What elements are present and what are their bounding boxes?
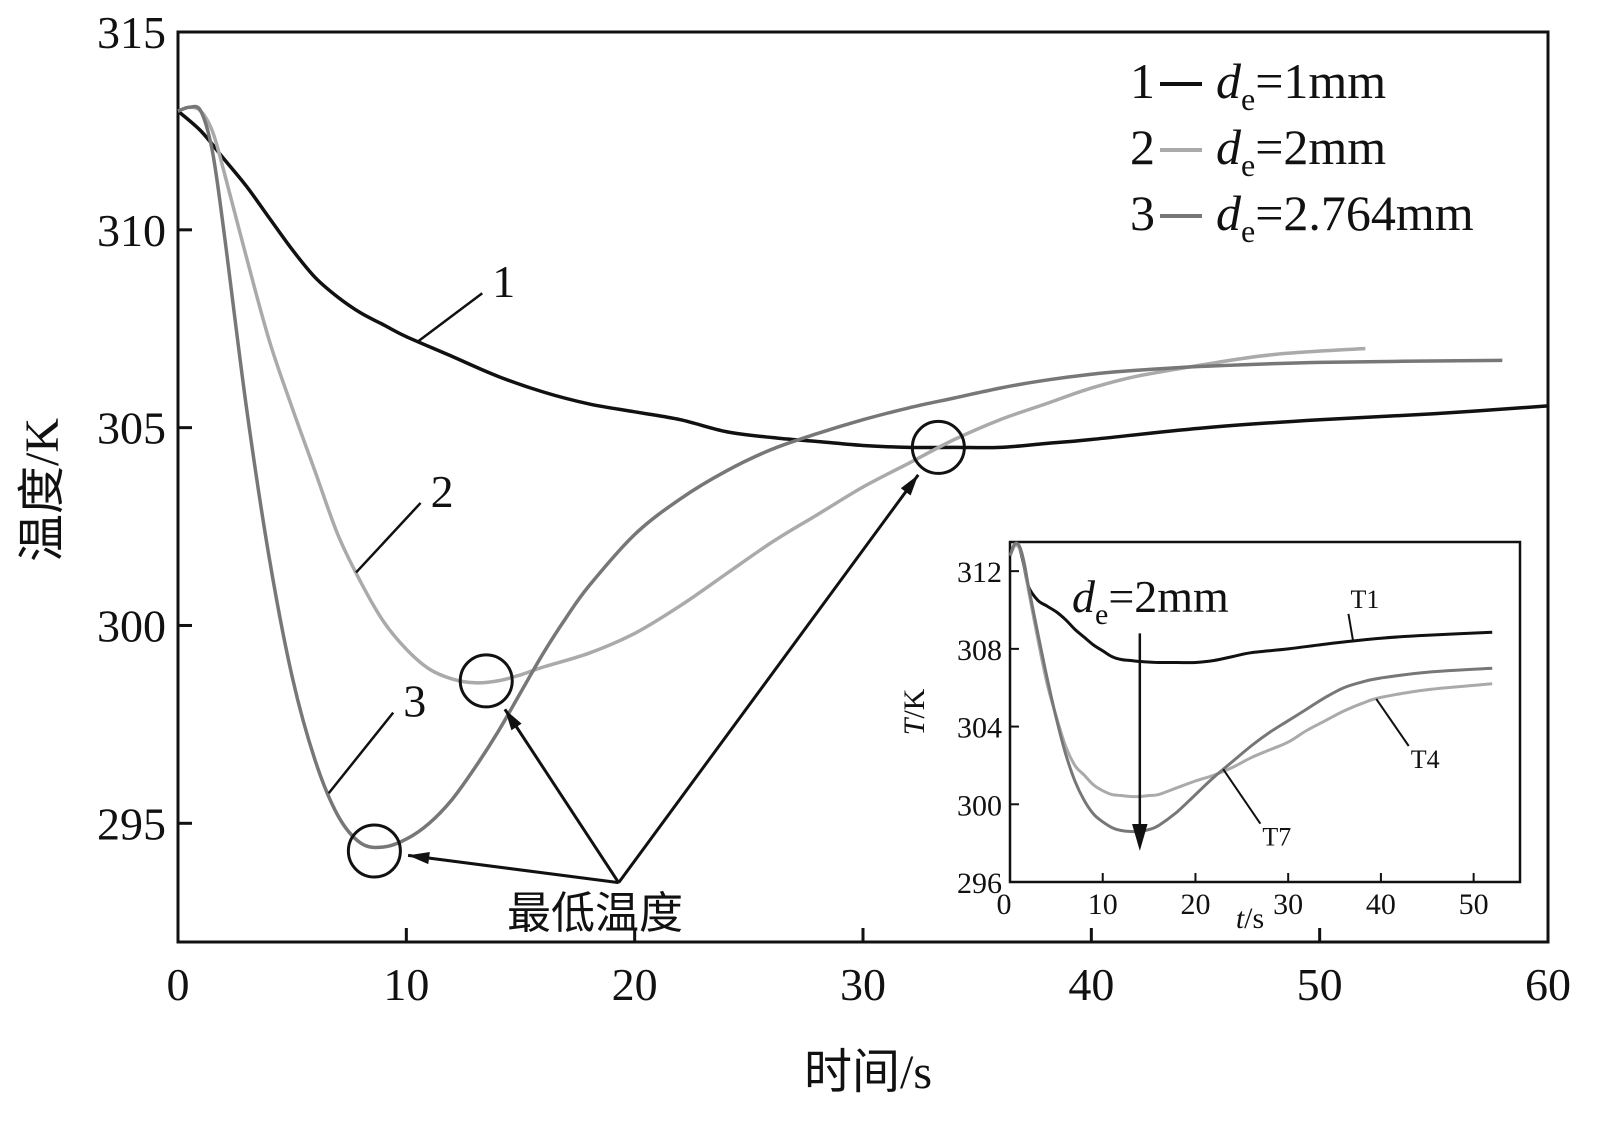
legend-label: de=2mm <box>1216 119 1386 183</box>
min-temp-arrow <box>407 853 619 885</box>
legend-item-2: 2 de=2mm <box>1130 119 1386 183</box>
min-temp-marker-1 <box>910 419 966 475</box>
inset-note-var: d <box>1072 571 1096 622</box>
inset-note: de=2mm <box>1072 571 1229 631</box>
inset-note-value: =2mm <box>1108 571 1229 622</box>
inset-curve-label-leader <box>1375 698 1410 747</box>
y-tick-label: 315 <box>97 7 166 58</box>
curve-label-leader <box>327 711 395 795</box>
inset-y-tick-label: 308 <box>957 634 1002 667</box>
inset-y-var: T <box>898 716 931 735</box>
inset-x-tick-label: 30 <box>1273 888 1303 921</box>
x-tick-label: 60 <box>1525 959 1571 1010</box>
inset-x-tick-label: 10 <box>1088 888 1118 921</box>
series-line-2 <box>177 105 1366 685</box>
min-temp-marker-2 <box>458 653 514 709</box>
x-tick-label: 40 <box>1068 959 1114 1010</box>
main-annotations: 1 2 3 <box>327 256 966 885</box>
inset-x-unit: /s <box>1244 902 1264 935</box>
legend-item-1: 1 de=1mm <box>1130 53 1386 117</box>
inset-x-tick-label: 50 <box>1459 888 1489 921</box>
legend-sub: e <box>1241 81 1255 117</box>
inset-x-var: t <box>1236 902 1245 935</box>
legend-number: 1 <box>1130 53 1155 109</box>
inset-series-line-T1 <box>1008 543 1493 665</box>
legend-value: =1mm <box>1255 53 1386 109</box>
inset-curve-label-T4: T4 <box>1411 745 1440 774</box>
x-tick-label: 10 <box>383 959 429 1010</box>
inset-note-sub: e <box>1095 598 1108 631</box>
legend-var: d <box>1216 119 1242 175</box>
x-tick-label: 50 <box>1297 959 1343 1010</box>
x-tick-label: 30 <box>840 959 886 1010</box>
curve-label-3: 3 <box>403 676 426 727</box>
min-temp-marker-3 <box>346 823 402 879</box>
series-line-3 <box>177 104 1503 850</box>
inset-y-tick-label: 312 <box>957 556 1002 589</box>
legend-sub: e <box>1241 213 1255 249</box>
min-temp-arrow <box>503 708 620 884</box>
inset-y-axis-title: T/K <box>898 688 931 735</box>
inset-curve-label-leader <box>1347 613 1355 642</box>
inset-annotations: T1 T4 T7 <box>1132 585 1440 852</box>
legend-var: d <box>1216 185 1242 241</box>
legend-var: d <box>1216 53 1242 109</box>
x-tick-label: 20 <box>612 959 658 1010</box>
legend-value: =2mm <box>1255 119 1386 175</box>
inset-plot-frame <box>1008 540 1522 884</box>
inset-y-tick-label: 304 <box>957 712 1002 745</box>
inset-axis-ticks: 0 10 20 30 40 50 296 300 304 308 312 <box>957 556 1489 921</box>
min-temp-arrow <box>617 473 920 884</box>
inset-y-tick-label: 300 <box>957 789 1002 822</box>
curve-label-2: 2 <box>431 466 454 517</box>
legend-number: 3 <box>1130 185 1155 241</box>
legend-label: de=2.764mm <box>1216 185 1474 249</box>
min-temp-arrowhead <box>504 709 522 731</box>
y-tick-label: 305 <box>97 403 166 454</box>
legend-sub: e <box>1241 147 1255 183</box>
y-tick-label: 310 <box>97 205 166 256</box>
curve-label-leader <box>416 292 484 343</box>
x-tick-label: 0 <box>167 959 190 1010</box>
min-temp-annotation: 最低温度 <box>507 889 683 938</box>
inset-curve-label-T1: T1 <box>1350 585 1379 614</box>
legend-number: 2 <box>1130 119 1155 175</box>
min-temp-arrowhead <box>408 852 430 865</box>
y-tick-label: 300 <box>97 600 166 651</box>
y-tick-label: 295 <box>97 798 166 849</box>
legend-label: de=1mm <box>1216 53 1386 117</box>
x-axis-title: 时间/s <box>804 1046 932 1099</box>
inset-arrowhead <box>1132 824 1148 851</box>
inset-x-tick-label: 40 <box>1366 888 1396 921</box>
inset-x-tick-label: 0 <box>997 888 1012 921</box>
curve-label-leader <box>355 502 422 574</box>
legend-item-3: 3 de=2.764mm <box>1130 185 1474 249</box>
inset-x-axis-title: t/s <box>1236 902 1264 935</box>
y-axis-title: 温度/K <box>16 418 69 562</box>
inset-curve-label-T7: T7 <box>1262 823 1291 852</box>
inset-curve-label-leader <box>1222 768 1262 825</box>
min-temp-arrowhead <box>900 474 919 496</box>
inset-y-tick-label: 296 <box>957 867 1002 900</box>
main-series-group <box>176 104 1549 850</box>
series-line-1 <box>176 109 1549 450</box>
curve-label-1: 1 <box>492 256 515 307</box>
legend-value: =2.764mm <box>1255 185 1474 241</box>
inset-y-unit: /K <box>898 688 931 718</box>
inset-x-tick-label: 20 <box>1180 888 1210 921</box>
